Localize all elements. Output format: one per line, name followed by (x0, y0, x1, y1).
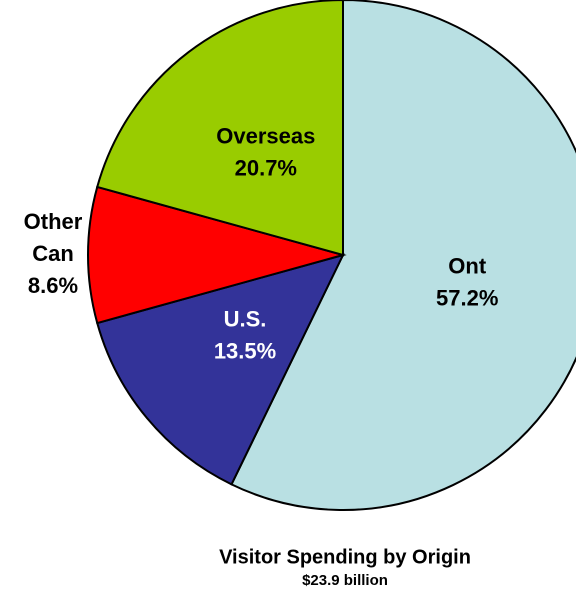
pie-slice (230, 0, 576, 511)
slice-value-label: 13.5% (214, 338, 276, 363)
slice-value-label: 57.2% (436, 285, 498, 310)
slice-label: Overseas (216, 123, 315, 148)
slice-label: U.S. (224, 306, 267, 331)
slice-value-label: 20.7% (235, 155, 297, 180)
slice-label: Ont (448, 253, 487, 278)
chart-title: Visitor Spending by Origin (219, 546, 471, 568)
pie-slice (96, 0, 344, 257)
chart-subtitle: $23.9 billion (302, 572, 388, 589)
pie-slice (96, 253, 345, 486)
slice-value-label: 8.6% (28, 273, 78, 298)
pie (87, 0, 576, 511)
pie-slice (87, 185, 347, 325)
slice-label: Other Can (24, 209, 83, 266)
